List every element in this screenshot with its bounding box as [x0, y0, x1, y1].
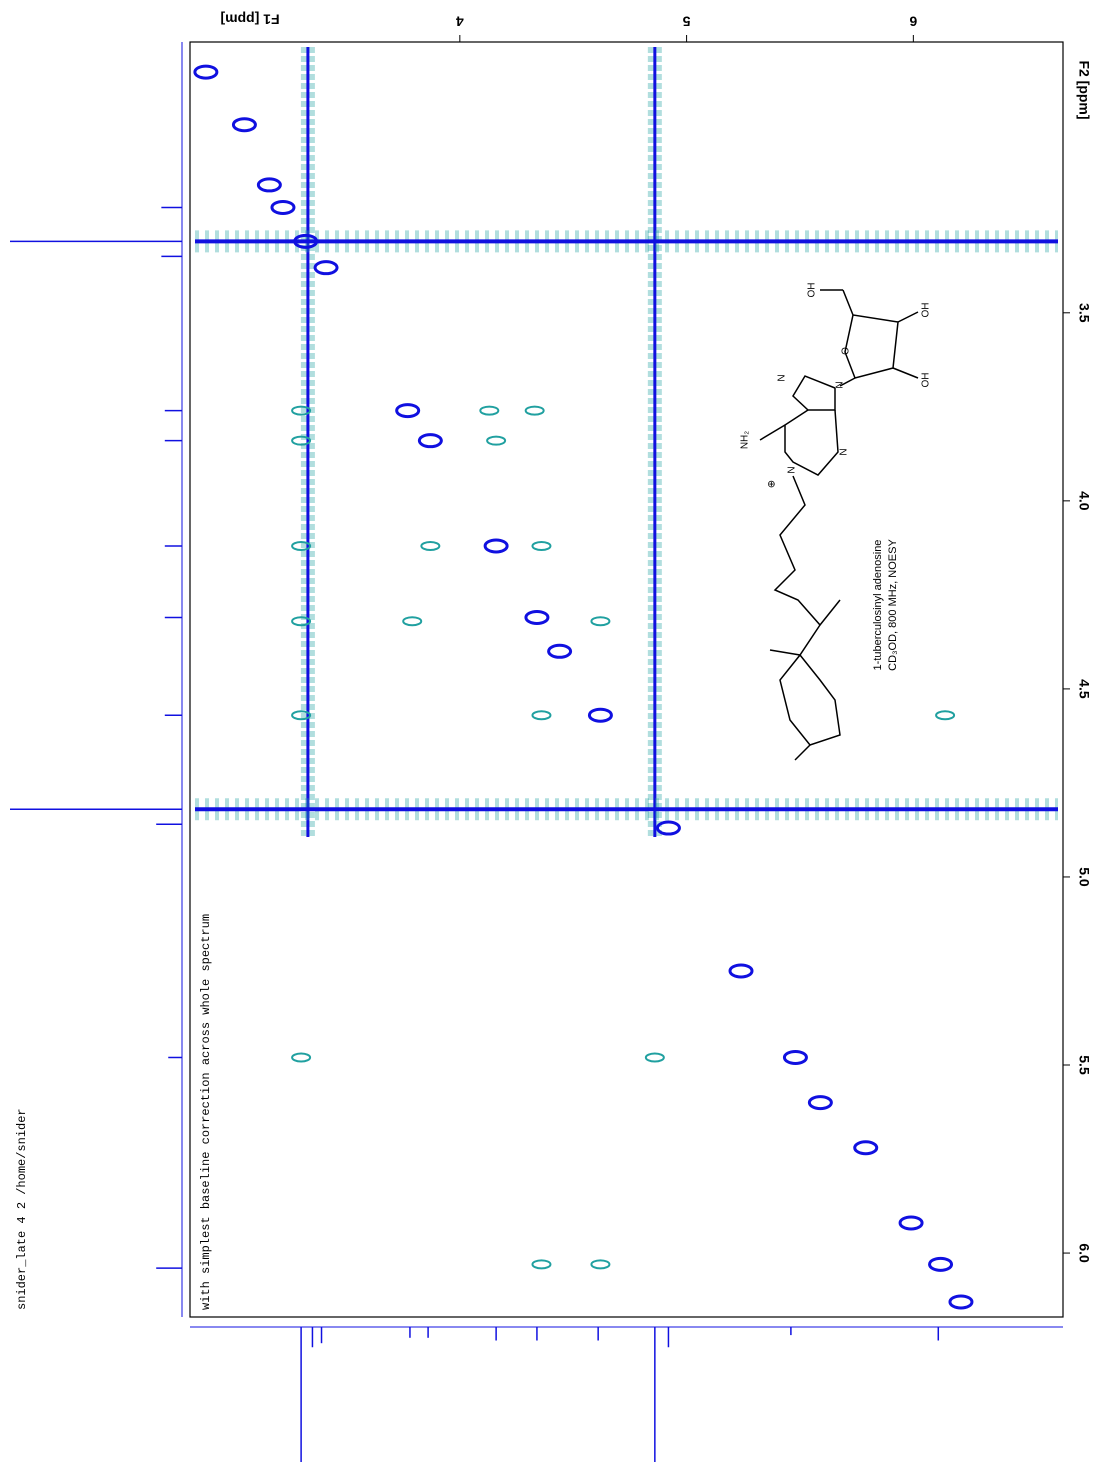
atom-label: N	[787, 466, 798, 473]
atom-label: N	[835, 381, 846, 388]
diagonal-peak	[853, 1140, 879, 1156]
bond	[819, 599, 841, 626]
cross-peak	[590, 1259, 611, 1270]
conditions: CD₃OD, 800 MHz, NOESY	[887, 539, 899, 671]
pyrimidine-ring	[784, 409, 839, 476]
diagonal-peak	[928, 1256, 954, 1272]
diagonal-peak	[547, 643, 573, 659]
y-tick-label: 3.5	[1076, 303, 1092, 323]
diagonal-peak	[524, 609, 550, 625]
cross-peak	[935, 710, 956, 721]
atom-label: N	[777, 374, 788, 381]
cross-peak	[291, 405, 312, 416]
terpene-chain	[773, 475, 841, 746]
diagonal-peak	[483, 538, 509, 554]
cross-peak	[402, 616, 423, 627]
x-tick-label: 4	[456, 13, 464, 29]
diagonal-peak	[728, 963, 754, 979]
atom-label: OH	[921, 373, 932, 388]
y-tick-label: 4.0	[1076, 491, 1092, 511]
cross-peak	[291, 710, 312, 721]
diagonal-peak	[293, 233, 319, 249]
cross-peak	[531, 540, 552, 551]
bond	[759, 424, 786, 441]
y-axis-label: F2 [ppm]	[1076, 60, 1092, 119]
cross-peak	[486, 435, 507, 446]
atom-label: ⊕	[767, 480, 778, 488]
note: with simplest baseline correction across…	[199, 914, 213, 1310]
x-axis-label: F1 [ppm]	[220, 11, 279, 27]
atom-label: N	[839, 448, 850, 455]
cross-peak	[590, 616, 611, 627]
cross-peak	[531, 1259, 552, 1270]
bond	[794, 744, 811, 761]
diagonal-peak	[256, 177, 282, 193]
cross-peak	[644, 1052, 665, 1063]
structure	[759, 289, 919, 761]
atom-label: OH	[921, 303, 932, 318]
x-tick-label: 5	[682, 13, 690, 29]
diagonal-peak	[231, 117, 257, 133]
atom-label: OH	[807, 283, 818, 298]
cross-peak	[531, 710, 552, 721]
atom-label: NH₂	[740, 431, 751, 449]
diagonal-peak	[587, 707, 613, 723]
diagonal-peak	[395, 403, 421, 419]
diagonal-peak	[948, 1294, 974, 1310]
cross-peak	[291, 1052, 312, 1063]
compound-name: 1-tuberculosinyl adenosine	[872, 540, 884, 671]
bond	[839, 377, 856, 387]
y-tick-label: 6.0	[1076, 1243, 1092, 1263]
cross-peak	[291, 540, 312, 551]
diagonal-peak	[655, 820, 681, 836]
bond	[769, 649, 801, 656]
bond	[892, 367, 919, 379]
x-tick-label: 6	[909, 13, 917, 29]
diagonal-peak	[898, 1215, 924, 1231]
cross-peak	[524, 405, 545, 416]
atom-label: O	[841, 347, 852, 355]
diagonal-peak	[193, 64, 219, 80]
diagonal-peak	[270, 199, 296, 215]
footer: snider_late 4 2 /home/snider	[15, 1108, 29, 1310]
ribose-ring	[842, 289, 899, 379]
bond	[897, 311, 919, 323]
cross-peak	[479, 405, 500, 416]
y-tick-label: 5.5	[1076, 1055, 1092, 1075]
diagonal-peak	[313, 260, 339, 276]
plot-frame	[189, 41, 1064, 1318]
cross-peak	[291, 435, 312, 446]
imidazole-ring	[792, 375, 836, 411]
y-tick-label: 5.0	[1076, 867, 1092, 887]
diagonal-peak	[807, 1095, 833, 1111]
cross-peak	[420, 540, 441, 551]
cross-peak	[291, 616, 312, 627]
y-tick-label: 4.5	[1076, 679, 1092, 699]
diagonal-peak	[782, 1049, 808, 1065]
diagonal-peak	[417, 433, 443, 449]
